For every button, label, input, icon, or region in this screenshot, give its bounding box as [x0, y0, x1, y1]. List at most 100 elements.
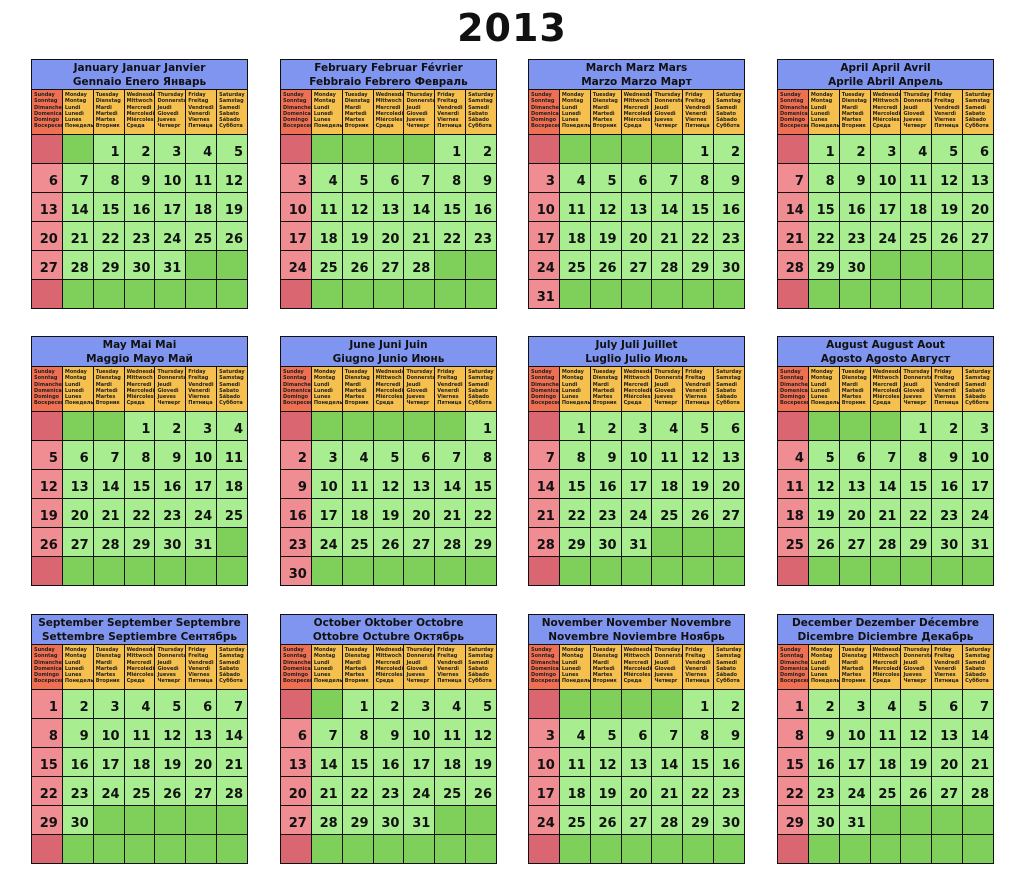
day-cell: 27 — [714, 499, 745, 527]
weekday-label: Понедельник — [561, 400, 591, 407]
weekday-label: Mittwoch — [623, 375, 650, 382]
day-cell: 4 — [778, 441, 809, 469]
weekday-label: Lundi — [313, 381, 330, 388]
day-cell: 7 — [652, 164, 684, 192]
weekday-label: Среда — [872, 400, 891, 407]
day-cell: 7 — [217, 690, 248, 718]
weekday-label: Martedì — [841, 110, 864, 117]
weekday-label: Вторник — [95, 678, 120, 685]
empty-cell — [621, 690, 653, 718]
weekday-header: ThursdayDonnerstagJeudiGiovedìJuevesЧетв… — [155, 367, 187, 411]
weekday-label: Dimanche — [34, 659, 62, 666]
weekday-header: ThursdayDonnerstagJeudiGiovedìJuevesЧетв… — [901, 90, 933, 134]
day-cell: 15 — [124, 470, 156, 498]
month-title: May Mai Mai Maggio Mayo Май — [32, 337, 247, 367]
weekday-label: Dienstag — [95, 375, 121, 382]
weekday-label: Jeudi — [654, 659, 669, 666]
weekday-label: Четверг — [406, 678, 430, 685]
day-cell: 7 — [652, 719, 684, 747]
weekday-header: Friday Freitag Vendredi Venerdì Viernes Пятни… — [932, 367, 964, 411]
weekday-label: Monday — [810, 369, 833, 375]
empty-cell — [435, 280, 467, 308]
day-cell: 10 — [155, 164, 187, 192]
day-cell: 25 — [652, 499, 684, 527]
day-cell: 15 — [435, 193, 467, 221]
day-cell: 13 — [621, 748, 653, 776]
day-cell: 11 — [559, 193, 591, 221]
day-cell: 4 — [652, 412, 684, 440]
weekday-header: Tuesday Dienstag Mardi Martedì Martes Вторник — [839, 90, 871, 134]
month-name-line: Giugno Junio Июнь — [332, 352, 445, 365]
weekday-label: Vendredi — [437, 381, 463, 388]
weekday-label: Lunedì — [64, 387, 84, 394]
day-cell: 7 — [529, 441, 560, 469]
weekday-label: Saturday — [965, 369, 991, 375]
empty-cell — [435, 806, 467, 834]
day-cell: 27 — [963, 222, 994, 250]
day-cell: 21 — [93, 499, 125, 527]
day-cell: 30 — [590, 528, 622, 556]
day-cell: 11 — [652, 441, 684, 469]
weekday-label: Monday — [810, 92, 833, 98]
week-row: 24 25 26 27 28 29 30 — [529, 806, 745, 835]
weekday-label: Martedì — [592, 110, 615, 117]
empty-cell — [217, 280, 248, 308]
day-cell: 7 — [93, 441, 125, 469]
weekday-label: Giovedì — [903, 387, 925, 394]
week-row: 14 15 16 17 18 19 20 — [529, 470, 745, 499]
weekday-label: Среда — [375, 123, 394, 130]
weekday-label: Lundi — [810, 659, 827, 666]
empty-cell — [93, 835, 125, 863]
weekday-label: Sonntag — [780, 653, 804, 660]
empty-cell — [652, 835, 684, 863]
weekday-label: Giovedì — [406, 665, 428, 672]
empty-cell — [217, 835, 248, 863]
weekday-label: Samstag — [219, 98, 244, 105]
day-cell: 29 — [32, 806, 63, 834]
day-cell: 22 — [778, 777, 809, 805]
weekday-label: Monday — [64, 92, 87, 98]
empty-cell — [559, 835, 591, 863]
day-cell: 2 — [124, 135, 156, 163]
weekday-label: Montag — [561, 375, 584, 382]
weekday-label: Mercoledì — [623, 110, 652, 117]
day-cell: 25 — [435, 777, 467, 805]
day-cell: 25 — [870, 777, 902, 805]
weekday-label: Lundi — [810, 381, 827, 388]
day-cell: 2 — [62, 690, 94, 718]
week-row: 14 15 16 17 18 19 20 — [778, 193, 994, 222]
empty-cell — [373, 280, 405, 308]
weekday-label: Domingo — [531, 394, 557, 401]
weekday-header: Friday Freitag Vendredi Venerdì Viernes Пятни… — [683, 645, 715, 689]
day-cell: 3 — [311, 441, 343, 469]
empty-cell — [435, 557, 467, 585]
week-row: 10 11 12 13 14 15 16 — [529, 193, 745, 222]
day-cell: 2 — [373, 690, 405, 718]
day-cell: 24 — [93, 777, 125, 805]
day-cell: 11 — [870, 719, 902, 747]
weekday-label: Lundi — [64, 381, 81, 388]
weekday-label: Lunedì — [561, 665, 581, 672]
weekday-label: Пятница — [437, 678, 462, 685]
day-cell: 4 — [217, 412, 248, 440]
day-cell: 23 — [466, 222, 497, 250]
weekday-label: Tuesday — [344, 92, 368, 98]
day-cell: 22 — [342, 777, 374, 805]
weekday-label: Montag — [810, 653, 833, 660]
weekday-label: Samstag — [965, 653, 990, 660]
weekday-label: Dimanche — [780, 104, 808, 111]
empty-cell — [870, 412, 902, 440]
day-cell: 20 — [404, 499, 436, 527]
month-name-line: February Februar Février — [314, 61, 463, 74]
empty-cell — [839, 835, 871, 863]
weekday-label: Sunday — [780, 369, 801, 375]
weekday-label: Dimanche — [34, 104, 62, 111]
day-cell: 21 — [404, 222, 436, 250]
day-cell: 29 — [466, 528, 497, 556]
weekday-label: Понедельник — [64, 678, 94, 685]
day-cell: 16 — [124, 193, 156, 221]
day-cell: 5 — [32, 441, 63, 469]
day-cell: 12 — [342, 193, 374, 221]
day-cell: 11 — [124, 719, 156, 747]
month-name-line: June Juni Juin — [349, 338, 428, 351]
